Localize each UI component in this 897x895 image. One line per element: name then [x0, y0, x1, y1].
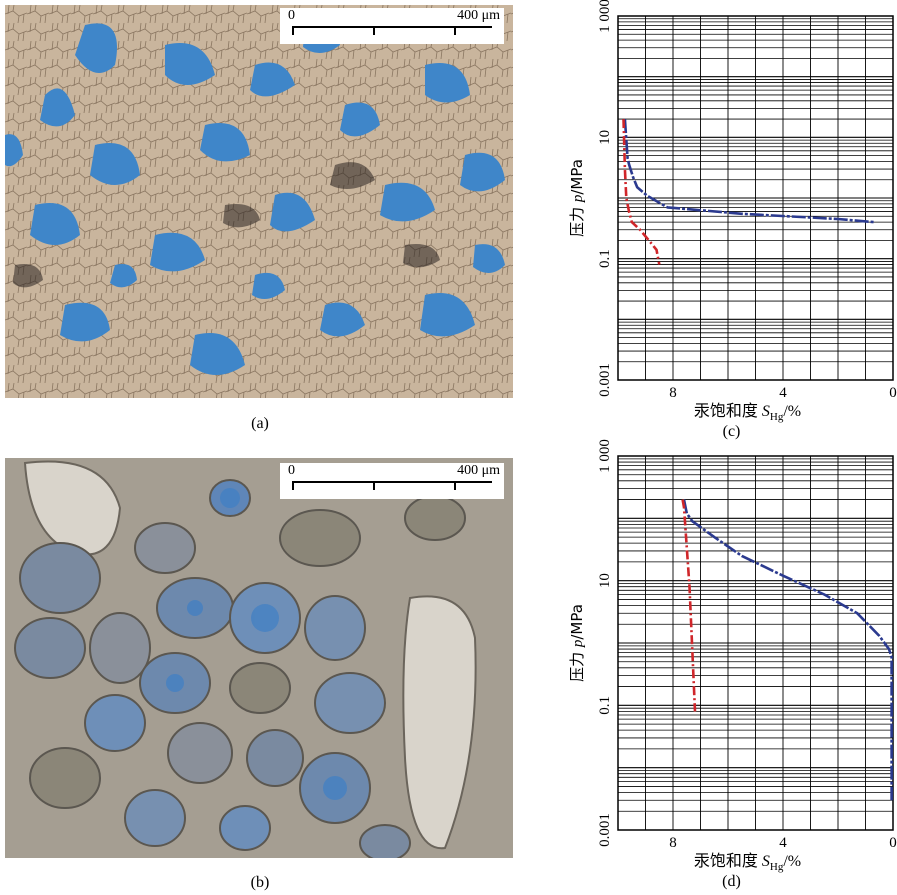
scale-tick — [373, 481, 375, 490]
y-tick-label: 1 000 — [597, 439, 613, 473]
x-tick-label: 0 — [889, 835, 897, 851]
y-tick-labels: 1 000 10 0.1 0.001 — [597, 439, 613, 847]
chart-grid — [617, 16, 894, 381]
x-tick-label: 8 — [669, 385, 677, 401]
scale-bar-a: 0 400 μm — [280, 8, 504, 44]
scale-line — [292, 26, 492, 28]
series-group — [681, 499, 893, 801]
y-tick-label: 0.1 — [597, 249, 613, 268]
y-tick-label: 1 000 — [597, 0, 613, 33]
scale-start-label: 0 — [288, 8, 295, 23]
photomicrograph-b — [5, 458, 513, 858]
photomicrograph-a — [5, 5, 513, 398]
scale-tick — [292, 481, 294, 490]
y-label-unit: /MPa — [568, 604, 586, 640]
panel-label-d: (d) — [722, 873, 741, 890]
scale-line — [292, 481, 492, 483]
x-axis-label: 汞饱和度 SHg/% — [694, 852, 801, 873]
y-tick-label: 10 — [597, 573, 613, 588]
x-label-var: S — [762, 853, 770, 870]
series-line-1 — [623, 119, 874, 224]
scale-end-label: 400 μm — [457, 8, 500, 23]
series-line-1 — [682, 499, 893, 801]
y-tick-labels: 1 000 10 0.1 0.001 — [597, 0, 613, 397]
x-tick-label: 4 — [779, 835, 787, 851]
x-label-sub: Hg — [770, 411, 784, 423]
y-tick-label: 10 — [597, 130, 613, 145]
scale-bar-b: 0 400 μm — [280, 463, 504, 499]
plot-frame — [617, 15, 894, 381]
x-label-unit: /% — [783, 403, 801, 420]
x-label-main: 汞饱和度 — [694, 402, 762, 420]
y-tick-label: 0.001 — [597, 813, 613, 847]
y-label-var: p — [570, 639, 586, 648]
x-label-sub: Hg — [770, 861, 784, 873]
x-tick-label: 4 — [779, 385, 787, 401]
scale-tick — [373, 26, 375, 35]
x-tick-label: 8 — [669, 835, 677, 851]
x-tick-labels: 8 4 0 — [669, 385, 897, 401]
scale-end-label: 400 μm — [457, 463, 500, 478]
x-tick-labels: 8 4 0 — [669, 835, 897, 851]
x-label-main: 汞饱和度 — [694, 852, 762, 870]
scale-tick — [454, 26, 456, 35]
x-label-unit: /% — [783, 853, 801, 870]
panel-label-c: (c) — [723, 423, 741, 440]
plot-frame — [617, 455, 894, 831]
y-axis-label: 压力 p/MPa — [568, 604, 586, 682]
series-line-2 — [622, 119, 661, 265]
panel-label-a: (a) — [251, 415, 269, 432]
scale-tick — [292, 26, 294, 35]
y-tick-label: 0.001 — [597, 363, 613, 397]
series-group — [622, 119, 874, 265]
chart-grid — [617, 456, 894, 831]
x-axis-label: 汞饱和度 SHg/% — [694, 402, 801, 423]
scale-tick — [454, 481, 456, 490]
y-axis-label: 压力 p/MPa — [568, 159, 586, 237]
y-label-unit: /MPa — [568, 159, 586, 195]
series-line-2 — [681, 499, 697, 712]
y-label-var: p — [570, 194, 586, 203]
y-label-main: 压力 — [568, 202, 586, 237]
x-tick-label: 0 — [889, 385, 897, 401]
y-label-main: 压力 — [568, 647, 586, 682]
panel-label-b: (b) — [250, 874, 270, 891]
scale-start-label: 0 — [288, 463, 295, 478]
x-label-var: S — [762, 403, 770, 420]
y-tick-label: 0.1 — [597, 696, 613, 715]
